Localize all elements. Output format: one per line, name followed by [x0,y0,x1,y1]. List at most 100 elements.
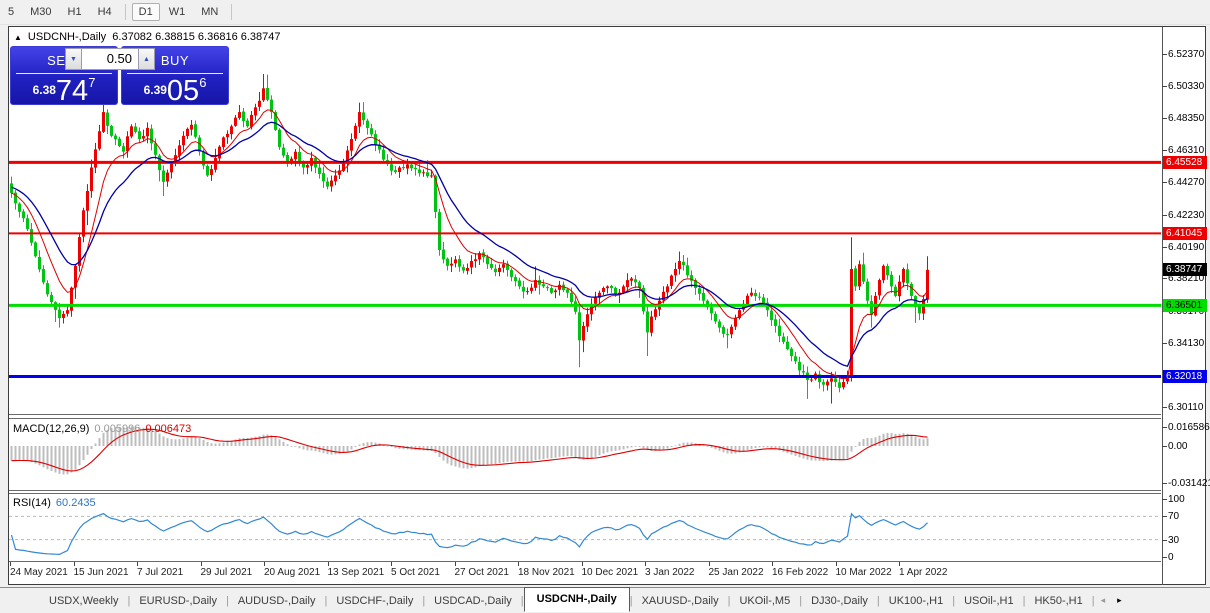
buy-price-sup: 6 [199,75,207,90]
symbol-tab-usdcnh-daily[interactable]: USDCNH-,Daily [523,587,630,612]
symbol-tab-usoil-h1[interactable]: USOil-,H1 [964,594,1014,607]
rsi-axis-label: 0 [1168,552,1174,563]
chart-symbol-label: USDCNH-,Daily [27,31,107,43]
symbol-tab-xauusd-daily[interactable]: XAUUSD-,Daily [641,594,719,607]
symbol-tab-usdchf-daily[interactable]: USDCHF-,Daily [336,594,414,607]
rsi-axis-label: 70 [1168,511,1180,523]
timeframe-button-D1[interactable]: D1 [131,3,160,21]
symbol-tab-bar: USDX,Weekly | EURUSD-,Daily | AUDUSD-,Daily |… [0,587,1210,613]
timeframe-button-H1[interactable]: H1 [67,6,82,18]
timeframe-button-W1[interactable]: W1 [168,6,186,18]
price-axis-label: 6.40190 [1168,241,1205,253]
macd-axis-tick [1162,426,1167,428]
macd-signal-value: 0.006473 [145,423,192,435]
date-axis-label: 1 Apr 2022 [899,567,948,578]
buy-button[interactable]: BUY [160,53,190,68]
date-axis-label: 24 May 2021 [10,567,68,578]
spread-stepper: ▼ 0.50 ▲ [65,48,155,70]
timeframe-button-MN[interactable]: MN [201,6,219,18]
tab-separator: | [952,594,956,607]
date-axis-label: 20 Aug 2021 [264,567,321,578]
macd-panel-canvas[interactable] [9,421,1161,489]
spread-increase-button[interactable]: ▲ [138,48,155,70]
date-axis-tick [835,562,837,566]
rsi-axis-tick [1162,516,1167,518]
price-axis-tick [1162,278,1167,280]
macd-rsi-splitter[interactable] [9,490,1161,491]
timeframe-button-5[interactable]: 5 [8,6,15,18]
tab-scroll-right-icon[interactable]: ▸ [1117,595,1122,605]
date-axis-label: 3 Jan 2022 [645,567,695,578]
symbol-tab-usdcad-daily[interactable]: USDCAD-,Daily [434,594,512,607]
date-axis-tick [899,562,900,566]
date-axis-label: 29 Jul 2021 [200,567,253,578]
spread-value-field[interactable]: 0.50 [82,48,138,70]
date-axis-label: 10 Mar 2022 [835,567,892,578]
price-axis-label: 6.30110 [1168,401,1204,413]
price-level-label-6.36501[interactable]: 6.36501 [1163,298,1207,312]
rsi-axis-tick [1162,557,1167,558]
timeframe-toolbar: 5 M30 H1 H4 D1 W1 MN [0,0,1210,25]
price-chart-canvas[interactable] [9,33,1161,413]
date-axis-label: 7 Jul 2021 [137,567,184,578]
sell-price-big: 74 [55,75,89,107]
tab-separator: | [876,594,880,607]
macd-axis-label: 0.016586 [1168,421,1210,433]
price-level-label-6.45528[interactable]: 6.45528 [1163,155,1207,169]
timeframe-button-H4[interactable]: H4 [97,6,112,18]
rsi-dateaxis-separator [9,561,1161,562]
price-level-label-6.32018[interactable]: 6.32018 [1163,369,1207,383]
toolbar-separator [231,4,233,20]
rsi-value: 60.2435 [55,497,96,509]
price-axis-tick [1162,182,1167,184]
rsi-indicator-label: RSI(14) 60.2435 [13,497,96,509]
symbol-tab-hk50-h1[interactable]: HK50-,H1 [1034,594,1083,607]
symbol-tab-ukoil-m5[interactable]: UKOil-,M5 [739,594,791,607]
date-axis-label: 10 Dec 2021 [581,567,639,578]
date-axis-tick [327,562,329,566]
symbol-tab-eurusd-daily[interactable]: EURUSD-,Daily [139,594,217,607]
date-axis-label: 25 Jan 2022 [708,567,764,578]
date-axis-tick [264,562,265,566]
price-axis-label: 6.48350 [1168,112,1205,124]
date-axis-tick [391,562,392,566]
date-axis-label: 18 Nov 2021 [518,567,575,578]
macd-main-value: 0.005996 [94,423,141,435]
price-axis-label: 6.50330 [1168,81,1205,93]
tab-scroll-left-icon[interactable]: ◂ [1100,595,1106,605]
macd-axis-label: 0.00 [1168,441,1188,452]
symbol-tab-usdx-weekly[interactable]: USDX,Weekly [49,594,119,607]
price-axis-line[interactable] [1162,27,1163,585]
collapse-arrow-icon[interactable]: ▲ [14,33,22,42]
spread-decrease-button[interactable]: ▼ [65,48,82,70]
tab-separator: | [799,594,803,607]
rsi-axis-tick [1162,499,1167,500]
date-axis-tick [645,562,646,566]
tab-separator: | [727,594,731,607]
date-axis-tick [73,562,75,566]
tab-separator: | [629,594,633,607]
timeframe-button-M30[interactable]: M30 [30,6,52,18]
rsi-axis-label: 100 [1168,494,1185,505]
symbol-tab-dj30-daily[interactable]: DJ30-,Daily [811,594,868,607]
date-axis-tick [708,562,710,566]
date-axis-tick [772,562,773,566]
date-axis-tick [518,562,519,566]
rsi-panel-canvas[interactable] [9,495,1161,561]
buy-divider [127,73,223,74]
price-axis-label: 6.52370 [1168,48,1205,60]
price-axis-tick [1162,214,1167,216]
price-axis-tick [1162,53,1167,55]
price-level-label-6.41045[interactable]: 6.41045 [1163,226,1207,240]
rsi-axis-label: 30 [1168,534,1180,546]
symbol-tab-audusd-daily[interactable]: AUDUSD-,Daily [237,594,316,607]
price-axis-tick [1162,246,1167,248]
chart-macd-splitter[interactable] [9,414,1161,415]
macd-axis-tick [1162,482,1167,484]
macd-name: MACD(12,26,9) [13,423,90,435]
date-axis-tick [137,562,138,566]
symbol-tab-uk100-h1[interactable]: UK100-,H1 [888,594,944,607]
buy-price-small: 6.39 [143,83,167,97]
macd-rsi-splitter-line [9,493,1161,494]
current-price-label: 6.38747 [1163,263,1207,277]
